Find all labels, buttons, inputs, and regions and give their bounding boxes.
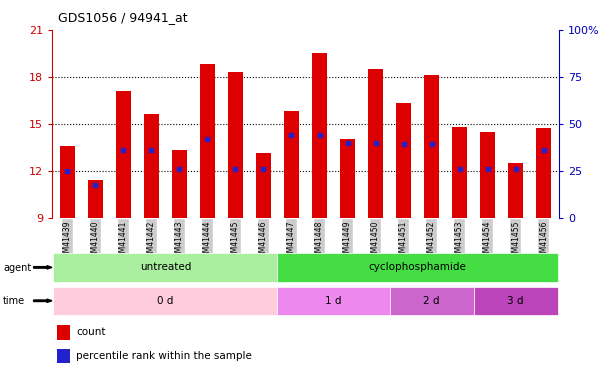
Bar — [452, 127, 467, 218]
Text: cyclophosphamide: cyclophosphamide — [368, 262, 467, 272]
Text: time: time — [3, 296, 25, 306]
Text: 1 d: 1 d — [325, 296, 342, 306]
Bar — [57, 325, 70, 340]
Bar — [474, 286, 558, 315]
Text: count: count — [76, 327, 106, 338]
Bar — [172, 150, 187, 217]
Bar — [53, 286, 277, 315]
Text: 2 d: 2 d — [423, 296, 440, 306]
Text: 3 d: 3 d — [507, 296, 524, 306]
Bar — [87, 180, 103, 218]
Text: GDS1056 / 94941_at: GDS1056 / 94941_at — [58, 11, 188, 24]
Bar — [53, 253, 277, 282]
Bar — [396, 104, 411, 218]
Text: percentile rank within the sample: percentile rank within the sample — [76, 351, 252, 361]
Text: agent: agent — [3, 263, 31, 273]
Bar — [277, 286, 390, 315]
Bar — [368, 69, 383, 218]
Bar — [340, 140, 355, 218]
Text: untreated: untreated — [140, 262, 191, 272]
Bar — [277, 253, 558, 282]
Bar — [57, 349, 70, 363]
Bar — [508, 163, 524, 218]
Bar — [480, 132, 496, 218]
Bar — [390, 286, 474, 315]
Text: 0 d: 0 d — [157, 296, 174, 306]
Bar — [284, 111, 299, 218]
Bar — [144, 114, 159, 218]
Bar — [200, 64, 215, 218]
Bar — [256, 153, 271, 218]
Bar — [312, 54, 327, 217]
Bar — [115, 91, 131, 218]
Bar — [536, 128, 551, 217]
Bar — [228, 72, 243, 217]
Bar — [424, 75, 439, 217]
Bar — [60, 146, 75, 218]
